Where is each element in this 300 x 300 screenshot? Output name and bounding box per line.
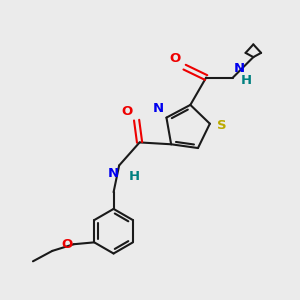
Text: O: O [169,52,180,65]
Text: O: O [121,105,132,118]
Text: O: O [62,238,73,251]
Text: H: H [241,74,252,87]
Text: N: N [152,102,164,115]
Text: N: N [107,167,118,180]
Text: H: H [128,170,140,183]
Text: S: S [217,119,226,132]
Text: N: N [233,62,244,75]
